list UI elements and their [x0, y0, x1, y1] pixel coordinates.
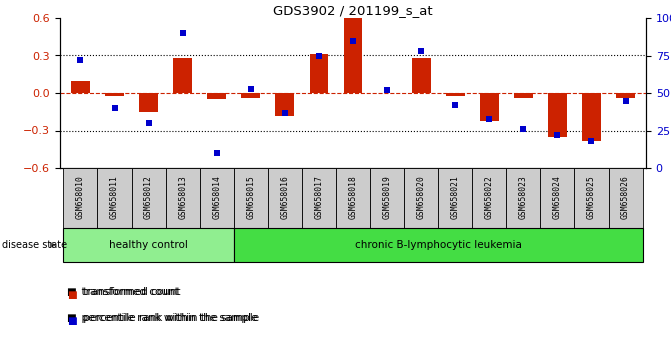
Bar	[268, 168, 302, 228]
Text: GSM658024: GSM658024	[553, 175, 562, 219]
Text: GSM658012: GSM658012	[144, 175, 153, 219]
Bar	[412, 58, 431, 93]
Bar	[609, 168, 643, 228]
Text: GSM658011: GSM658011	[110, 175, 119, 219]
Text: GSM658025: GSM658025	[587, 175, 596, 219]
Text: GSM658016: GSM658016	[280, 175, 289, 219]
Bar	[71, 80, 90, 93]
Bar	[446, 93, 464, 96]
Bar	[276, 93, 294, 115]
Point	[143, 120, 154, 126]
Text: GSM658018: GSM658018	[348, 175, 358, 219]
Bar	[507, 168, 540, 228]
Point	[382, 87, 393, 93]
Text: ■: ■	[67, 290, 77, 299]
Text: GSM658019: GSM658019	[382, 175, 392, 219]
Bar	[472, 168, 507, 228]
Point	[620, 98, 631, 103]
Bar	[574, 168, 609, 228]
Text: percentile rank within the sample: percentile rank within the sample	[74, 313, 257, 323]
Point	[109, 105, 120, 111]
Text: ■: ■	[67, 316, 77, 326]
Text: GSM658023: GSM658023	[519, 175, 528, 219]
Point	[518, 126, 529, 132]
Text: GSM658017: GSM658017	[315, 175, 323, 219]
Point	[280, 110, 291, 115]
Bar	[105, 93, 124, 96]
Text: GSM658021: GSM658021	[451, 175, 460, 219]
Bar	[582, 93, 601, 141]
Point	[246, 86, 256, 91]
Bar	[173, 58, 192, 93]
Bar	[207, 93, 226, 99]
Point	[313, 53, 324, 58]
Bar	[200, 168, 234, 228]
Bar	[344, 17, 362, 93]
Bar	[63, 168, 97, 228]
Text: transformed count: transformed count	[74, 287, 178, 297]
Point	[211, 150, 222, 156]
Point	[450, 102, 460, 108]
Bar	[63, 228, 234, 262]
Text: GSM658022: GSM658022	[484, 175, 494, 219]
Point	[75, 57, 86, 63]
Text: ■  percentile rank within the sample: ■ percentile rank within the sample	[66, 313, 259, 323]
Bar	[540, 168, 574, 228]
Bar	[616, 93, 635, 98]
Text: GSM658015: GSM658015	[246, 175, 255, 219]
Bar	[234, 228, 643, 262]
Point	[416, 48, 427, 54]
Bar	[548, 93, 567, 137]
Text: disease state: disease state	[2, 240, 67, 250]
Bar	[438, 168, 472, 228]
Bar	[234, 168, 268, 228]
Bar	[370, 168, 404, 228]
Text: ■  transformed count: ■ transformed count	[66, 287, 180, 297]
Point	[177, 30, 188, 36]
Bar	[309, 54, 328, 93]
Bar	[514, 93, 533, 98]
Point	[552, 132, 563, 138]
Bar	[336, 168, 370, 228]
Bar	[242, 93, 260, 98]
Bar	[132, 168, 166, 228]
Bar	[480, 93, 499, 120]
Text: GSM658013: GSM658013	[178, 175, 187, 219]
Point	[586, 138, 597, 144]
Bar	[404, 168, 438, 228]
Text: GSM658010: GSM658010	[76, 175, 85, 219]
Text: healthy control: healthy control	[109, 240, 188, 250]
Text: GSM658014: GSM658014	[212, 175, 221, 219]
Text: GSM658026: GSM658026	[621, 175, 630, 219]
Bar	[97, 168, 132, 228]
Title: GDS3902 / 201199_s_at: GDS3902 / 201199_s_at	[273, 4, 433, 17]
Point	[348, 38, 358, 43]
Bar	[139, 93, 158, 112]
Bar	[302, 168, 336, 228]
Point	[484, 116, 495, 121]
Text: chronic B-lymphocytic leukemia: chronic B-lymphocytic leukemia	[355, 240, 521, 250]
Text: GSM658020: GSM658020	[417, 175, 425, 219]
Bar	[166, 168, 200, 228]
